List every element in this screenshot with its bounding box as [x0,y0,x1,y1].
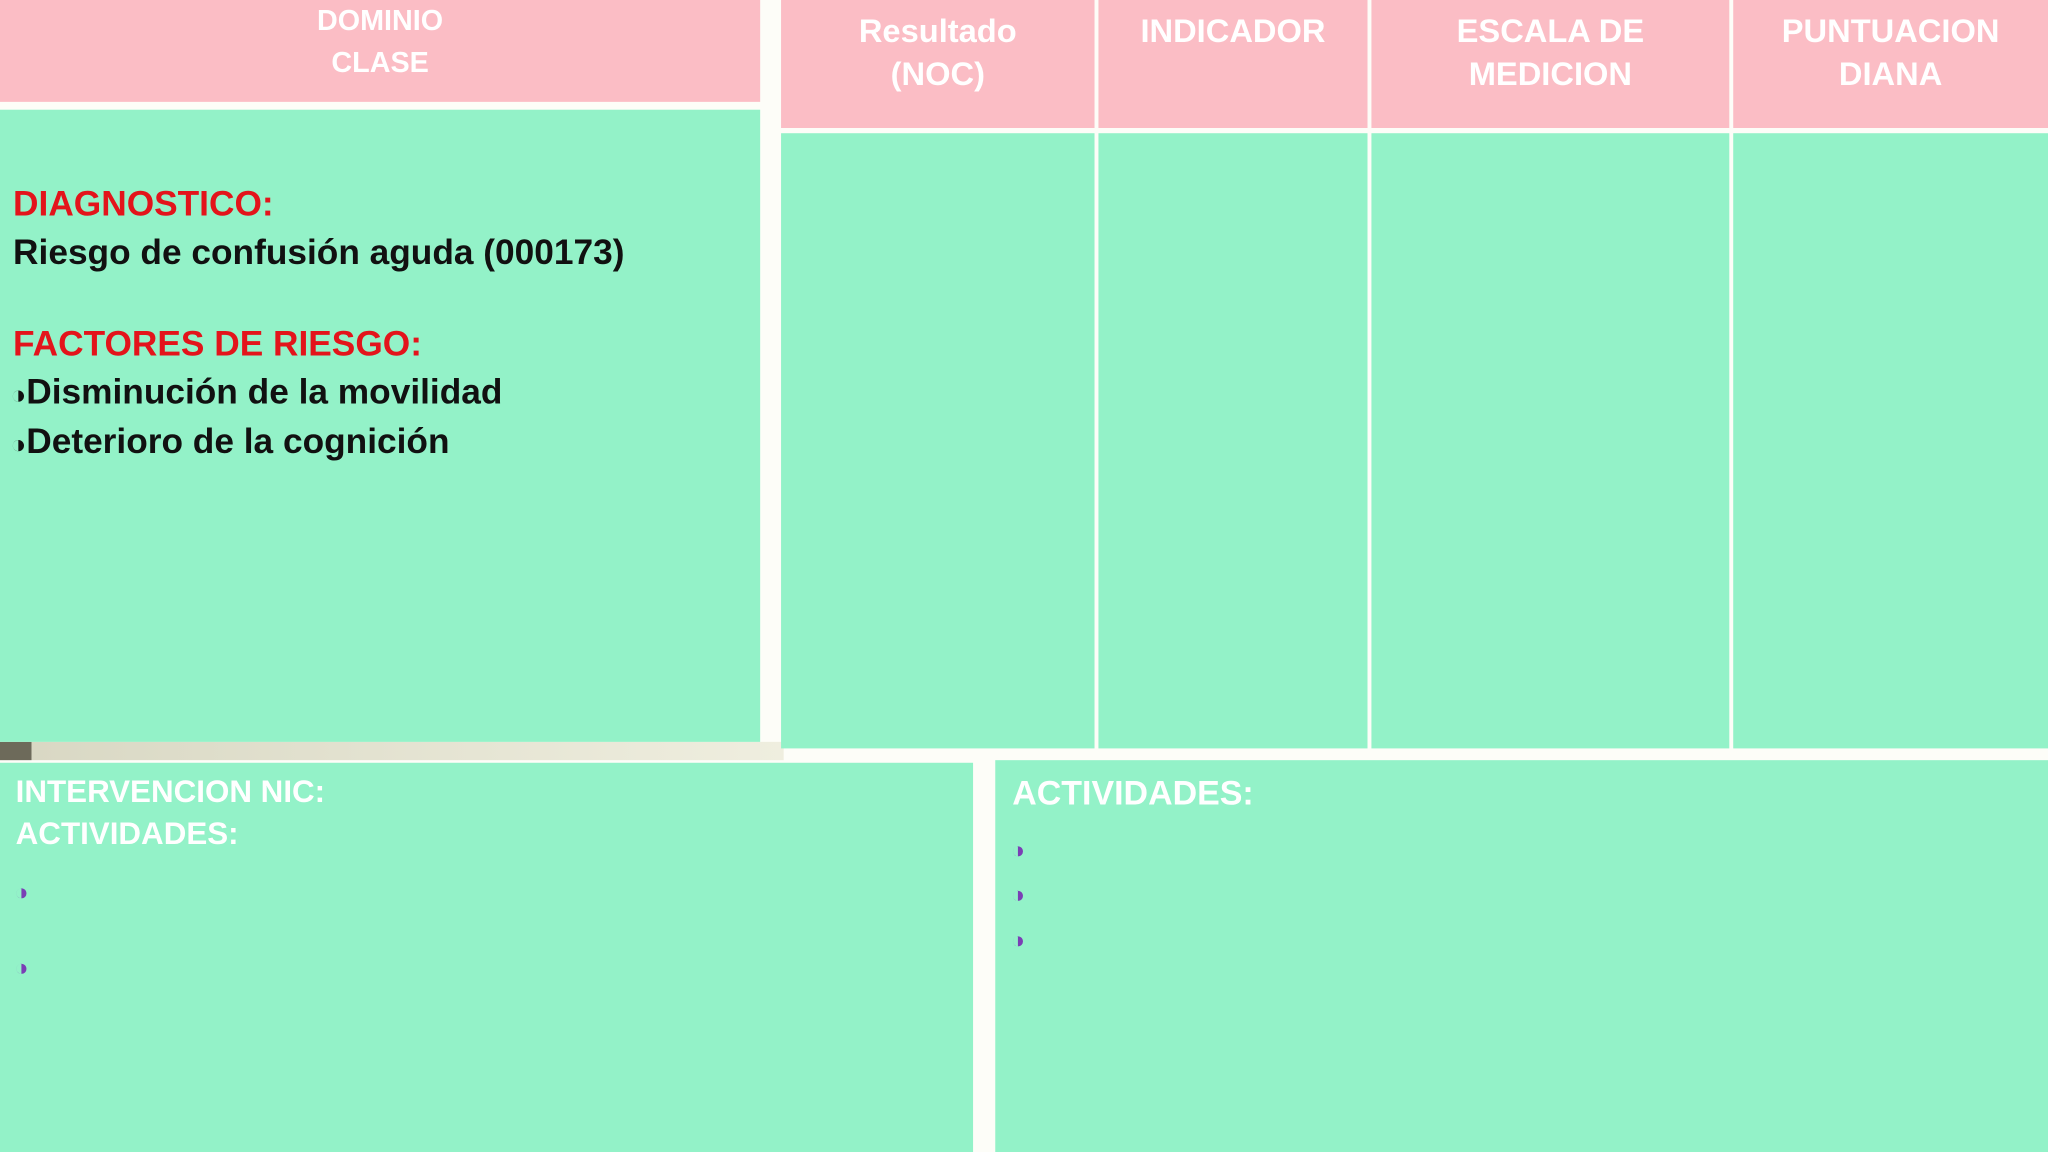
header-line: DOMINIO [317,3,444,37]
risk-item-text: Disminución de la movilidad [26,372,503,412]
table-header: ESCALA DE MEDICION [1371,0,1730,128]
table-header: INDICADOR [1098,0,1368,128]
decor-strip [0,741,784,761]
activities-title: ACTIVIDADES: [1012,773,1254,813]
intervention-panel [0,762,974,1152]
bullet [14,955,28,982]
intervention-title: ACTIVIDADES: [15,816,239,852]
bullet [14,879,28,906]
intervention-title: INTERVENCION NIC: [15,774,326,810]
domain-header: DOMINIO CLASE [0,0,761,102]
header-line: (NOC) [890,56,985,93]
risk-item: Deterioro de la cognición [10,422,449,462]
bullet [1011,837,1025,864]
table-cell [1371,133,1730,749]
bullet [10,372,26,411]
bullet [1011,927,1025,954]
activities-panel [995,760,2048,1152]
risk-label: FACTORES DE RIESGO: [13,323,422,364]
bullet [10,422,26,461]
header-line: Resultado [858,13,1017,50]
risk-item: Disminución de la movilidad [10,372,502,412]
header-line: MEDICION [1468,56,1632,93]
diagnosis-panel [0,109,761,742]
table-header: PUNTUACION DIANA [1733,0,2048,128]
header-line: DIANA [1838,56,1943,93]
table-cell [1098,133,1368,749]
header-line: ESCALA DE [1456,13,1645,50]
bullet [1011,882,1025,909]
diagnosis-text: Riesgo de confusión aguda (000173) [13,232,625,272]
header-line: CLASE [331,45,429,79]
header-line: INDICADOR [1140,13,1326,50]
header-line: PUNTUACION [1781,13,2000,50]
table-header: Resultado (NOC) [781,0,1095,128]
table-cell [781,133,1095,749]
table-cell [1733,133,2048,749]
diagnosis-label: DIAGNOSTICO: [13,184,274,224]
risk-item-text: Deterioro de la cognición [26,421,450,462]
